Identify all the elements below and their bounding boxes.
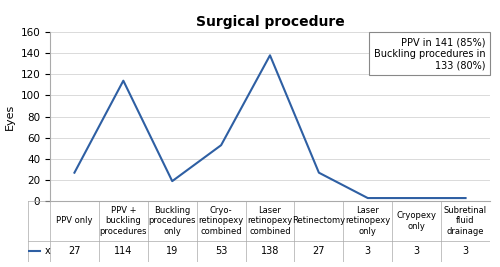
Text: x: x <box>44 246 50 256</box>
Text: 3: 3 <box>462 246 468 256</box>
Text: Laser
retinopexy
combined: Laser retinopexy combined <box>248 206 292 236</box>
Title: Surgical procedure: Surgical procedure <box>196 15 344 29</box>
Text: Cryopexy
only: Cryopexy only <box>396 211 436 231</box>
Text: 3: 3 <box>414 246 420 256</box>
Text: Laser
retinopexy
only: Laser retinopexy only <box>345 206 391 236</box>
Text: Retinectomy: Retinectomy <box>292 216 346 225</box>
Text: Buckling
procedures
only: Buckling procedures only <box>148 206 196 236</box>
Text: PPV +
buckling
procedures: PPV + buckling procedures <box>100 206 147 236</box>
Text: 138: 138 <box>261 246 279 256</box>
Text: PPV only: PPV only <box>56 216 92 225</box>
Text: Cryo-
retinopexy
combined: Cryo- retinopexy combined <box>198 206 244 236</box>
Text: 114: 114 <box>114 246 132 256</box>
Text: 53: 53 <box>215 246 228 256</box>
Text: 27: 27 <box>68 246 80 256</box>
Text: 27: 27 <box>312 246 325 256</box>
Y-axis label: Eyes: Eyes <box>5 104 15 130</box>
Text: 19: 19 <box>166 246 178 256</box>
Text: Subretinal
fluid
drainage: Subretinal fluid drainage <box>444 206 487 236</box>
Text: PPV in 141 (85%)
Buckling procedures in
133 (80%): PPV in 141 (85%) Buckling procedures in … <box>374 37 486 70</box>
Text: 3: 3 <box>364 246 371 256</box>
